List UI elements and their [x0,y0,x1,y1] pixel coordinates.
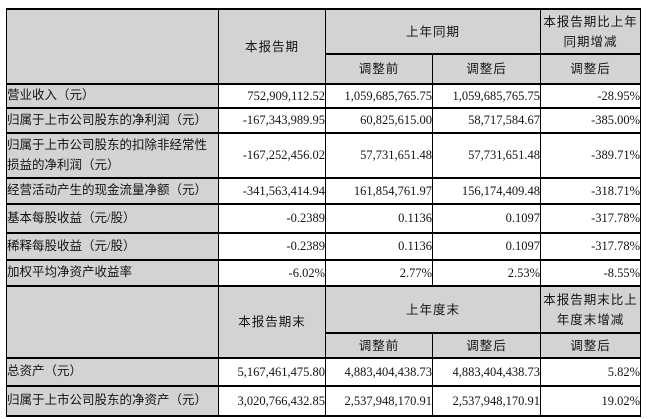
financial-summary-table: 本报告期 上年同期 本报告期比上年同期增减 调整前 调整后 调整后 营业收入（元… [6,8,642,417]
value-prior-before: 2,537,948,170.91 [325,385,433,417]
value-current: 5,167,461,475.80 [218,357,326,387]
header-prior-year-end-group: 上年度末 [324,285,542,334]
value-change: -317.78% [540,232,642,261]
header-adjust-before: 调整前 [325,53,433,85]
value-change: -389.71% [540,132,642,179]
table-row: 稀释每股收益（元/股） -0.2389 0.1136 0.1097 -317.7… [6,232,642,261]
value-current: -167,252,456.02 [218,132,326,179]
metric-label: 经营活动产生的现金流量净额（元） [6,177,219,205]
header-prior-period-group: 上年同期 [324,8,542,55]
value-prior-after: 2.53% [431,259,542,287]
value-prior-after: 156,174,409.48 [431,177,542,205]
value-change: -8.55% [540,259,642,287]
metric-label: 总资产（元） [6,357,219,387]
value-prior-after: 2,537,948,170.91 [431,385,542,417]
table-row: 归属于上市公司股东的扣除非经常性损益的净利润（元） -167,252,456.0… [6,132,642,179]
value-current: -341,563,414.94 [218,177,326,205]
value-change: -317.78% [540,203,642,234]
value-prior-before: 0.1136 [325,203,433,234]
table-row: 经营活动产生的现金流量净额（元） -341,563,414.94 161,854… [6,177,642,205]
header-change-adjust-after: 调整后 [540,332,642,359]
metric-label: 稀释每股收益（元/股） [6,232,219,261]
value-current: 752,909,112.52 [218,83,326,109]
table-row: 加权平均净资产收益率 -6.02% 2.77% 2.53% -8.55% [6,259,642,287]
corner-cell [6,285,219,359]
header-adjust-after: 调整后 [431,332,542,359]
header-change-group-end: 本报告期末比上年度末增减 [540,285,642,334]
value-prior-before: 0.1136 [325,232,433,261]
value-prior-after: 0.1097 [431,232,542,261]
value-current: -167,343,989.95 [218,107,326,134]
value-change: -385.00% [540,107,642,134]
value-prior-before: 60,825,615.00 [325,107,433,134]
value-prior-before: 1,059,685,765.75 [325,83,433,109]
header-change-adjust-after: 调整后 [540,53,642,85]
header-current-period-end: 本报告期末 [218,285,326,359]
value-change: 5.82% [540,357,642,387]
table-row: 归属于上市公司股东的净利润（元） -167,343,989.95 60,825,… [6,107,642,134]
value-prior-after: 58,717,584.67 [431,107,542,134]
value-change: 19.02% [540,385,642,417]
value-current: -0.2389 [218,232,326,261]
value-prior-after: 0.1097 [431,203,542,234]
header-current-period: 本报告期 [218,8,326,85]
header-adjust-after: 调整后 [431,53,542,85]
table-row: 营业收入（元） 752,909,112.52 1,059,685,765.75 … [6,83,642,109]
corner-cell [6,8,219,85]
table-row: 基本每股收益（元/股） -0.2389 0.1136 0.1097 -317.7… [6,203,642,234]
value-current: -6.02% [218,259,326,287]
metric-label: 归属于上市公司股东的扣除非经常性损益的净利润（元） [6,132,219,179]
value-prior-before: 57,731,651.48 [325,132,433,179]
metric-label: 加权平均净资产收益率 [6,259,219,287]
table-row: 总资产（元） 5,167,461,475.80 4,883,404,438.73… [6,357,642,387]
table-row: 归属于上市公司股东的净资产（元） 3,020,766,432.85 2,537,… [6,385,642,417]
value-change: -318.71% [540,177,642,205]
value-current: -0.2389 [218,203,326,234]
header-change-group: 本报告期比上年同期增减 [540,8,642,55]
metric-label: 归属于上市公司股东的净利润（元） [6,107,219,134]
value-prior-before: 4,883,404,438.73 [325,357,433,387]
metric-label: 营业收入（元） [6,83,219,109]
value-prior-before: 2.77% [325,259,433,287]
value-change: -28.95% [540,83,642,109]
header-adjust-before: 调整前 [325,332,433,359]
value-current: 3,020,766,432.85 [218,385,326,417]
value-prior-before: 161,854,761.97 [325,177,433,205]
metric-label: 基本每股收益（元/股） [6,203,219,234]
metric-label: 归属于上市公司股东的净资产（元） [6,385,219,417]
value-prior-after: 57,731,651.48 [431,132,542,179]
value-prior-after: 4,883,404,438.73 [431,357,542,387]
value-prior-after: 1,059,685,765.75 [431,83,542,109]
